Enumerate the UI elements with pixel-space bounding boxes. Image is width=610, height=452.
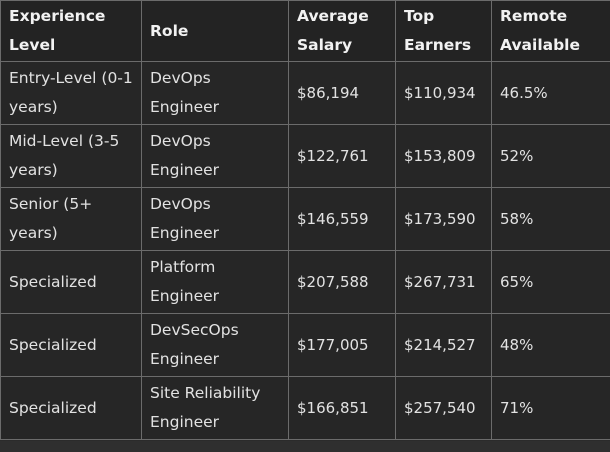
header-experience-level: Experience Level — [0, 0, 142, 62]
header-remote-available: Remote Available — [491, 0, 610, 62]
cell-role: Site Reliability Engineer — [141, 376, 289, 440]
cell-experience-level: Specialized — [0, 376, 142, 440]
cell-average-salary: $207,588 — [288, 250, 396, 314]
cell-average-salary: $86,194 — [288, 61, 396, 125]
cell-average-salary: $146,559 — [288, 187, 396, 251]
table-row: Entry-Level (0-1 years) DevOps Engineer … — [0, 61, 610, 125]
cell-top-earners: $110,934 — [395, 61, 492, 125]
cell-remote-available: 58% — [491, 187, 610, 251]
bottom-strip — [0, 441, 610, 452]
table-row: Specialized DevSecOps Engineer $177,005 … — [0, 313, 610, 377]
cell-top-earners: $173,590 — [395, 187, 492, 251]
cell-remote-available: 52% — [491, 124, 610, 188]
cell-top-earners: $214,527 — [395, 313, 492, 377]
cell-remote-available: 46.5% — [491, 61, 610, 125]
salary-table: Experience Level Role Average Salary Top… — [0, 0, 610, 440]
table-row: Senior (5+ years) DevOps Engineer $146,5… — [0, 187, 610, 251]
cell-role: DevOps Engineer — [141, 187, 289, 251]
cell-top-earners: $257,540 — [395, 376, 492, 440]
cell-role: Platform Engineer — [141, 250, 289, 314]
table-header-row: Experience Level Role Average Salary Top… — [0, 0, 610, 62]
cell-remote-available: 71% — [491, 376, 610, 440]
header-role: Role — [141, 0, 289, 62]
cell-top-earners: $153,809 — [395, 124, 492, 188]
cell-experience-level: Specialized — [0, 250, 142, 314]
cell-remote-available: 65% — [491, 250, 610, 314]
table-row: Mid-Level (3-5 years) DevOps Engineer $1… — [0, 124, 610, 188]
cell-role: DevOps Engineer — [141, 61, 289, 125]
cell-experience-level: Specialized — [0, 313, 142, 377]
cell-remote-available: 48% — [491, 313, 610, 377]
cell-average-salary: $122,761 — [288, 124, 396, 188]
cell-experience-level: Senior (5+ years) — [0, 187, 142, 251]
cell-experience-level: Entry-Level (0-1 years) — [0, 61, 142, 125]
table-row: Specialized Site Reliability Engineer $1… — [0, 376, 610, 440]
cell-average-salary: $177,005 — [288, 313, 396, 377]
cell-top-earners: $267,731 — [395, 250, 492, 314]
cell-role: DevOps Engineer — [141, 124, 289, 188]
header-average-salary: Average Salary — [288, 0, 396, 62]
cell-average-salary: $166,851 — [288, 376, 396, 440]
cell-experience-level: Mid-Level (3-5 years) — [0, 124, 142, 188]
cell-role: DevSecOps Engineer — [141, 313, 289, 377]
header-top-earners: Top Earners — [395, 0, 492, 62]
table-row: Specialized Platform Engineer $207,588 $… — [0, 250, 610, 314]
